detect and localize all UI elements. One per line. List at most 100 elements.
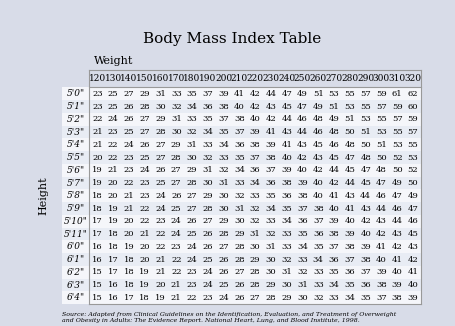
Text: 31: 31 <box>266 243 276 251</box>
Text: 48: 48 <box>376 166 387 174</box>
Text: 18: 18 <box>139 294 150 302</box>
Text: 260: 260 <box>310 74 327 83</box>
Text: 19: 19 <box>108 217 118 225</box>
Text: 23: 23 <box>124 154 134 162</box>
Text: 37: 37 <box>266 166 276 174</box>
Text: 17: 17 <box>124 294 134 302</box>
Text: 17: 17 <box>108 268 118 276</box>
Text: 170: 170 <box>167 74 185 83</box>
Text: 35: 35 <box>266 192 276 200</box>
Text: 37: 37 <box>344 256 355 263</box>
Text: 35: 35 <box>234 154 245 162</box>
Text: 33: 33 <box>202 141 213 149</box>
Text: 40: 40 <box>376 256 387 263</box>
Text: 5'3": 5'3" <box>67 127 85 137</box>
Text: 28: 28 <box>202 204 213 213</box>
Text: 45: 45 <box>344 166 355 174</box>
Text: 35: 35 <box>187 90 197 98</box>
Text: 37: 37 <box>218 115 229 123</box>
Text: 50: 50 <box>408 179 418 187</box>
Text: 29: 29 <box>139 90 150 98</box>
FancyBboxPatch shape <box>62 87 421 100</box>
FancyBboxPatch shape <box>62 126 421 139</box>
Text: 26: 26 <box>218 268 229 276</box>
Text: 51: 51 <box>313 90 324 98</box>
Text: 48: 48 <box>360 154 371 162</box>
Text: 23: 23 <box>202 294 213 302</box>
Text: 46: 46 <box>376 192 387 200</box>
Text: 44: 44 <box>281 115 292 123</box>
Text: 21: 21 <box>155 268 166 276</box>
Text: 22: 22 <box>139 217 150 225</box>
Text: 53: 53 <box>376 128 387 136</box>
Text: 270: 270 <box>325 74 343 83</box>
Text: 28: 28 <box>155 128 166 136</box>
Text: 35: 35 <box>297 230 308 238</box>
Text: 38: 38 <box>392 294 403 302</box>
Text: 41: 41 <box>329 192 339 200</box>
Text: 47: 47 <box>392 192 403 200</box>
Text: 30: 30 <box>218 192 229 200</box>
Text: 29: 29 <box>202 192 213 200</box>
Text: 20: 20 <box>124 230 134 238</box>
Text: 46: 46 <box>392 204 403 213</box>
Text: 24: 24 <box>218 294 229 302</box>
Text: 37: 37 <box>360 268 371 276</box>
Text: 200: 200 <box>215 74 232 83</box>
Text: 49: 49 <box>408 192 419 200</box>
FancyBboxPatch shape <box>62 291 421 304</box>
Text: 26: 26 <box>202 230 213 238</box>
Text: 190: 190 <box>199 74 217 83</box>
Text: 48: 48 <box>344 141 355 149</box>
Text: 26: 26 <box>124 115 134 123</box>
Text: 49: 49 <box>297 90 308 98</box>
Text: 31: 31 <box>171 115 182 123</box>
Text: 30: 30 <box>266 268 276 276</box>
Text: 33: 33 <box>313 268 324 276</box>
Text: 34: 34 <box>297 243 308 251</box>
Text: 36: 36 <box>250 166 260 174</box>
Text: 45: 45 <box>281 103 292 111</box>
Text: 48: 48 <box>313 115 324 123</box>
Text: 43: 43 <box>360 204 371 213</box>
Text: 38: 38 <box>281 179 292 187</box>
Text: 5'0": 5'0" <box>67 89 85 98</box>
Text: 46: 46 <box>408 217 418 225</box>
Text: 44: 44 <box>265 90 277 98</box>
Text: 41: 41 <box>392 256 403 263</box>
Text: 37: 37 <box>313 217 324 225</box>
Text: 27: 27 <box>139 115 150 123</box>
Text: 280: 280 <box>341 74 359 83</box>
Text: 30: 30 <box>250 243 260 251</box>
Text: 47: 47 <box>360 166 371 174</box>
Text: 20: 20 <box>92 154 103 162</box>
Text: 17: 17 <box>92 230 103 238</box>
Text: 40: 40 <box>313 179 324 187</box>
Text: 35: 35 <box>202 115 213 123</box>
Text: 57: 57 <box>392 115 403 123</box>
Text: 55: 55 <box>360 103 371 111</box>
Text: 44: 44 <box>392 217 403 225</box>
Text: 34: 34 <box>266 204 276 213</box>
Text: 19: 19 <box>139 281 150 289</box>
Text: 37: 37 <box>250 154 261 162</box>
Text: 28: 28 <box>266 294 276 302</box>
Text: 27: 27 <box>218 243 229 251</box>
Text: 51: 51 <box>344 115 355 123</box>
Text: 39: 39 <box>297 179 308 187</box>
Text: 27: 27 <box>187 204 197 213</box>
Text: 55: 55 <box>392 128 403 136</box>
Text: 27: 27 <box>234 268 245 276</box>
Text: 32: 32 <box>234 192 245 200</box>
Text: 16: 16 <box>108 281 118 289</box>
Text: 33: 33 <box>313 281 324 289</box>
Text: 34: 34 <box>187 103 197 111</box>
Text: 27: 27 <box>155 154 166 162</box>
Text: 24: 24 <box>187 243 197 251</box>
Text: 320: 320 <box>404 74 421 83</box>
Text: 34: 34 <box>329 281 339 289</box>
Text: 36: 36 <box>234 141 245 149</box>
Text: 44: 44 <box>297 128 308 136</box>
Text: 38: 38 <box>297 192 308 200</box>
Text: 40: 40 <box>313 192 324 200</box>
